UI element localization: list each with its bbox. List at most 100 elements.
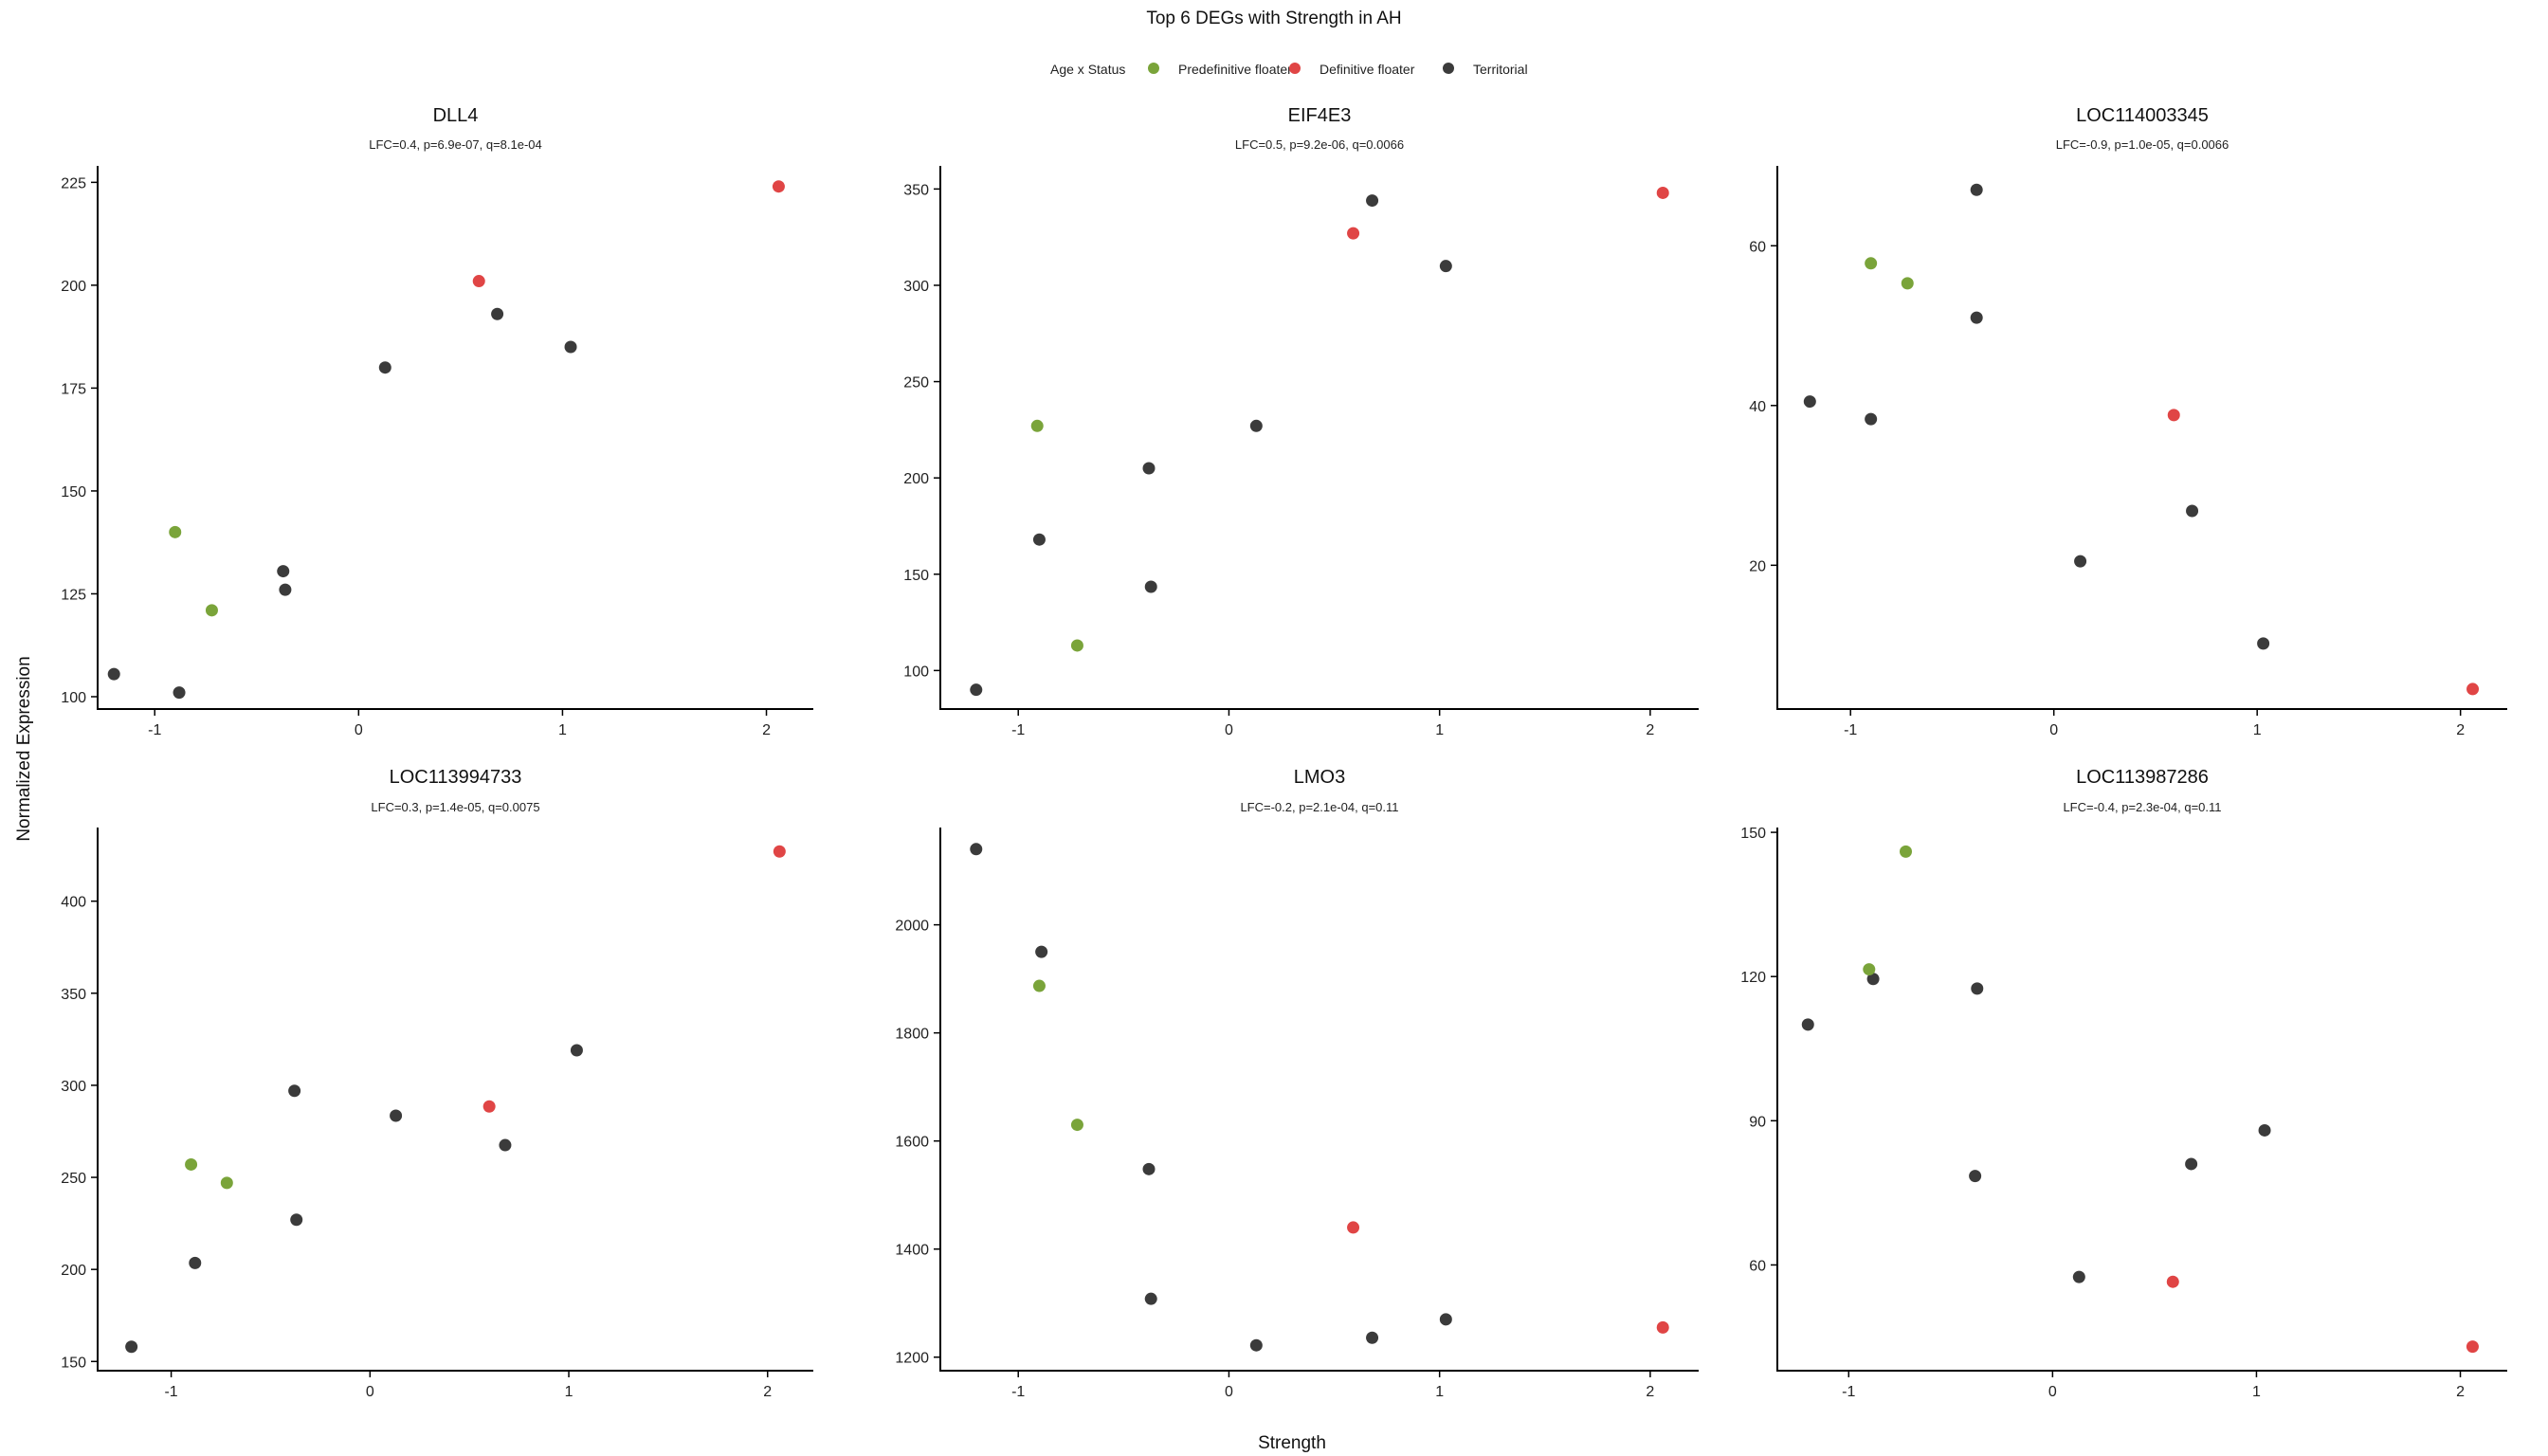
- data-point-ter: [2258, 1123, 2271, 1137]
- legend-title: Age x Status: [1050, 62, 1125, 77]
- data-point-pre: [1070, 639, 1083, 652]
- data-point-ter: [970, 843, 983, 856]
- x-tick-label: 0: [1225, 1384, 1233, 1400]
- data-point-ter: [1144, 1292, 1157, 1305]
- data-point-ter: [1801, 1018, 1814, 1031]
- x-tick-label: 1: [1435, 722, 1444, 738]
- y-tick-label: 60: [1749, 1258, 1766, 1274]
- data-point-ter: [1803, 395, 1816, 409]
- data-point-pre: [185, 1157, 198, 1171]
- data-point-ter: [1439, 260, 1452, 273]
- data-point-pre: [1070, 1119, 1083, 1132]
- axis-lines: [97, 828, 813, 1372]
- figure-title: Top 6 DEGs with Strength in AH: [1146, 9, 1401, 28]
- data-point-ter: [2074, 555, 2087, 568]
- axis-lines: [97, 166, 813, 710]
- axis-lines: [1776, 828, 2507, 1372]
- y-tick-label: 350: [61, 987, 86, 1003]
- panel-title: LMO3: [1294, 767, 1345, 788]
- data-point-ter: [1249, 1338, 1263, 1352]
- data-point-ter: [1249, 419, 1263, 432]
- legend-key-def: [1289, 63, 1301, 74]
- legend-label-pre: Predefinitive floater: [1178, 62, 1292, 77]
- data-point-def: [2466, 682, 2480, 696]
- y-tick-label: 400: [61, 895, 86, 911]
- y-tick-label: 1600: [895, 1135, 929, 1151]
- panel-stats: LFC=0.5, p=9.2e-06, q=0.0066: [1235, 137, 1404, 152]
- y-tick-label: 200: [61, 1263, 86, 1279]
- data-point-ter: [107, 667, 120, 681]
- data-point-pre: [1032, 979, 1046, 992]
- data-point-ter: [1970, 183, 1983, 196]
- data-point-pre: [1901, 277, 1914, 290]
- x-tick-label: -1: [148, 722, 161, 738]
- data-point-ter: [1144, 580, 1157, 593]
- y-tick-label: 40: [1749, 399, 1766, 415]
- data-point-ter: [378, 361, 391, 374]
- y-tick-label: 300: [903, 279, 929, 295]
- data-point-def: [773, 845, 786, 858]
- data-point-ter: [2257, 637, 2270, 650]
- y-tick-label: 90: [1749, 1114, 1766, 1130]
- data-point-pre: [220, 1176, 233, 1190]
- data-point-ter: [1970, 311, 1983, 324]
- data-point-def: [1347, 1221, 1360, 1234]
- data-point-def: [482, 1100, 496, 1113]
- legend-label-ter: Territorial: [1473, 62, 1528, 77]
- x-tick-label: -1: [1011, 722, 1025, 738]
- y-tick-label: 250: [903, 375, 929, 391]
- x-tick-label: 0: [2048, 1384, 2057, 1400]
- x-tick-label: 2: [2456, 1384, 2465, 1400]
- data-point-def: [772, 180, 785, 193]
- x-tick-label: 1: [2253, 722, 2262, 738]
- data-point-ter: [1866, 973, 1880, 986]
- x-tick-label: 2: [1646, 1384, 1654, 1400]
- x-tick-label: 2: [762, 722, 771, 738]
- y-tick-label: 350: [903, 182, 929, 198]
- axis-lines: [1776, 166, 2507, 710]
- data-point-ter: [277, 565, 290, 578]
- data-point-def: [472, 275, 485, 288]
- panel-3: LOC114003345 LFC=-0.9, p=1.0e-05, q=0.006…: [1749, 105, 2507, 738]
- data-point-pre: [1900, 845, 1913, 858]
- y-tick-label: 150: [1740, 826, 1766, 842]
- y-tick-label: 60: [1749, 239, 1766, 255]
- data-point-def: [2166, 1275, 2179, 1288]
- panel-title: LOC113994733: [390, 767, 522, 788]
- data-point-ter: [189, 1256, 202, 1269]
- x-axis-title: Strength: [1258, 1433, 1326, 1453]
- panel-stats: LFC=-0.2, p=2.1e-04, q=0.11: [1240, 800, 1398, 814]
- data-point-ter: [570, 1044, 583, 1057]
- y-tick-label: 200: [61, 279, 86, 295]
- data-point-def: [1656, 186, 1669, 199]
- x-tick-label: 0: [2049, 722, 2058, 738]
- x-tick-label: -1: [1842, 1384, 1855, 1400]
- x-tick-label: 1: [1435, 1384, 1444, 1400]
- x-tick-label: 1: [565, 1384, 573, 1400]
- y-tick-label: 20: [1749, 558, 1766, 574]
- data-point-def: [1656, 1320, 1669, 1334]
- x-tick-label: -1: [1844, 722, 1857, 738]
- data-point-ter: [499, 1138, 512, 1152]
- panel-title: EIF4E3: [1288, 105, 1352, 126]
- x-tick-label: 0: [366, 1384, 374, 1400]
- y-tick-label: 1400: [895, 1243, 929, 1259]
- data-point-ter: [1366, 194, 1379, 208]
- y-tick-label: 200: [903, 471, 929, 487]
- data-point-ter: [1439, 1313, 1452, 1326]
- data-point-ter: [1142, 462, 1156, 475]
- data-point-pre: [205, 604, 218, 617]
- x-tick-label: 0: [355, 722, 363, 738]
- y-tick-label: 150: [61, 484, 86, 500]
- data-point-ter: [173, 686, 186, 700]
- data-point-ter: [1035, 945, 1048, 958]
- y-tick-label: 150: [61, 1355, 86, 1371]
- x-tick-label: 2: [2456, 722, 2465, 738]
- panel-2: EIF4E3 LFC=0.5, p=9.2e-06, q=0.0066 -1 0 1 2 1…: [903, 105, 1699, 738]
- data-point-ter: [1969, 1170, 1982, 1183]
- data-point-ter: [2185, 1157, 2198, 1171]
- panel-4: LOC113994733 LFC=0.3, p=1.4e-05, q=0.0075…: [61, 767, 813, 1400]
- data-point-ter: [1142, 1162, 1156, 1175]
